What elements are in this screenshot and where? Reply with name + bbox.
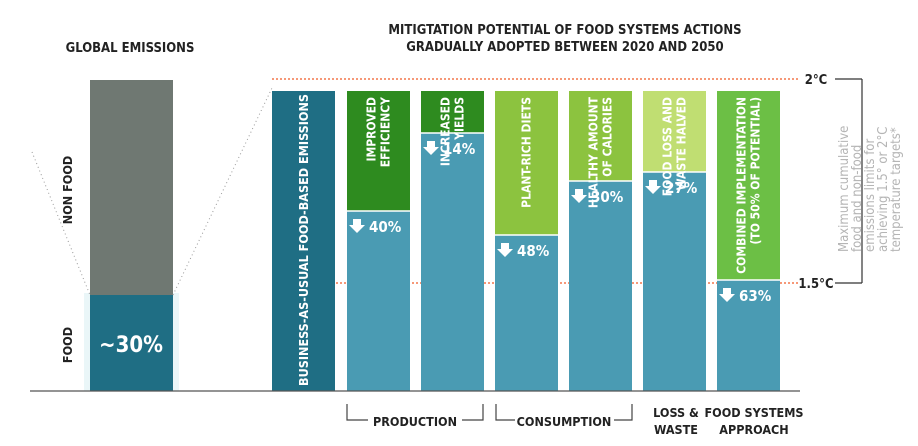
mitigation-bar-4-remaining — [569, 181, 632, 391]
mitigation-bar-4: HEALTHY AMOUNT OF CALORIES 30% — [569, 91, 632, 391]
side-note-line-5: temperature targets* — [889, 127, 904, 252]
mitigation-bar-1-label-line-2: EFFICIENCY — [379, 97, 393, 167]
group-label-loss-line-2: WASTE — [654, 422, 698, 437]
mitigation-bar-6-down-arrow-icon — [719, 288, 735, 302]
mitigation-bar-3-remaining — [495, 235, 558, 391]
threshold-label-2c: 2°C — [805, 73, 828, 88]
chart-title-line-1: MITIGTATION POTENTIAL OF FOOD SYSTEMS AC… — [388, 23, 741, 38]
chart-title-line-2: GRADUALLY ADOPTED BETWEEN 2020 AND 2050 — [406, 40, 723, 55]
side-note-line-2: food and non-food — [850, 145, 865, 252]
mitigation-bar-2-reduction: 14% — [443, 140, 476, 158]
mitigation-bar-6-reduction: 63% — [739, 287, 772, 305]
mitigation-bar-3-green — [495, 91, 558, 235]
group-label-approach-line-1: FOOD SYSTEMS — [704, 405, 803, 420]
mitigation-bar-3-reduction: 48% — [517, 242, 550, 260]
mitigation-bar-4-label-line-2: OF CALORIES — [601, 97, 615, 177]
connector-left — [31, 151, 91, 296]
mitigation-bar-5-remaining — [643, 172, 706, 391]
non-food-label: NON FOOD — [60, 156, 75, 224]
mitigation-bar-5-green — [643, 91, 706, 172]
mitigation-bar-2-label-line-2: YIELDS — [453, 97, 467, 141]
mitigation-bar-2-label-line-1: INCREASED — [439, 97, 453, 166]
group-label-production: PRODUCTION — [373, 414, 457, 429]
consumption-bracket — [495, 404, 633, 421]
bau-bar — [272, 91, 335, 391]
mitigation-bar-6: COMBINED IMPLEMENTATION (TO 50% OF POTENT… — [717, 91, 780, 391]
mitigation-bar-2-down-arrow-icon — [423, 141, 439, 155]
side-note-line-1: Maximum cumulative — [837, 126, 852, 252]
side-note: Maximum cumulative food and non-food emi… — [837, 126, 904, 252]
group-label-loss-line-1: LOSS & — [653, 405, 699, 420]
mitigation-bar-1-remaining — [347, 211, 410, 391]
group-label-approach-line-2: APPROACH — [719, 422, 788, 437]
mitigation-bar-3-label-line-1: PLANT-RICH DIETS — [520, 97, 534, 208]
mitigation-bar-4-green — [569, 91, 632, 181]
global-emissions-title: GLOBAL EMISSIONS — [66, 41, 195, 56]
mitigation-bar-1: IMPROVED EFFICIENCY 40% — [347, 91, 410, 391]
non-food-segment — [90, 80, 173, 295]
mitigation-bar-2-remaining — [421, 133, 484, 391]
food-share-label: ~30% — [99, 333, 163, 358]
mitigation-bar-1-down-arrow-icon — [349, 219, 365, 233]
threshold-label-1-5c: 1.5°C — [798, 277, 833, 292]
mitigation-bar-5-label-line-1: FOOD LOSS AND — [661, 97, 675, 196]
bau-bar-label: BUSINESS-AS-USUAL FOOD-BASED EMISSIONS — [296, 94, 311, 386]
mitigation-bar-3: PLANT-RICH DIETS 48% — [495, 91, 558, 391]
mitigation-bar-6-green — [717, 91, 780, 280]
production-bracket — [346, 404, 484, 421]
mitigation-bar-1-label-line-1: IMPROVED — [365, 97, 379, 162]
food-segment — [90, 295, 173, 391]
mitigation-bar-4-down-arrow-icon — [571, 189, 587, 203]
mitigation-bar-5-down-arrow-icon — [645, 180, 661, 194]
side-note-line-3: emissions limits for — [863, 139, 878, 252]
mitigation-bar-6-label-line-1: COMBINED IMPLEMENTATION — [735, 97, 749, 274]
mitigation-bar-3-down-arrow-icon — [497, 243, 513, 257]
food-label: FOOD — [60, 327, 75, 363]
mitigation-bar-1-green — [347, 91, 410, 211]
connector-right — [172, 87, 273, 296]
group-label-consumption: CONSUMPTION — [517, 414, 612, 429]
mitigation-bar-4-reduction: 30% — [591, 188, 624, 206]
mitigation-bar-5-reduction: 27% — [665, 179, 698, 197]
mitigation-bar-2-green — [421, 91, 484, 133]
mitigation-bar-4-label-line-1: HEALTHY AMOUNT — [587, 96, 601, 208]
mitigation-bar-6-label-line-2: (TO 50% OF POTENTIAL) — [749, 97, 763, 245]
side-note-line-4: achieving 1.5° or 2°C — [876, 127, 891, 252]
mitigation-bar-5-label-line-2: WASTE HALVED — [675, 97, 689, 190]
mitigation-bar-1-reduction: 40% — [369, 218, 402, 236]
